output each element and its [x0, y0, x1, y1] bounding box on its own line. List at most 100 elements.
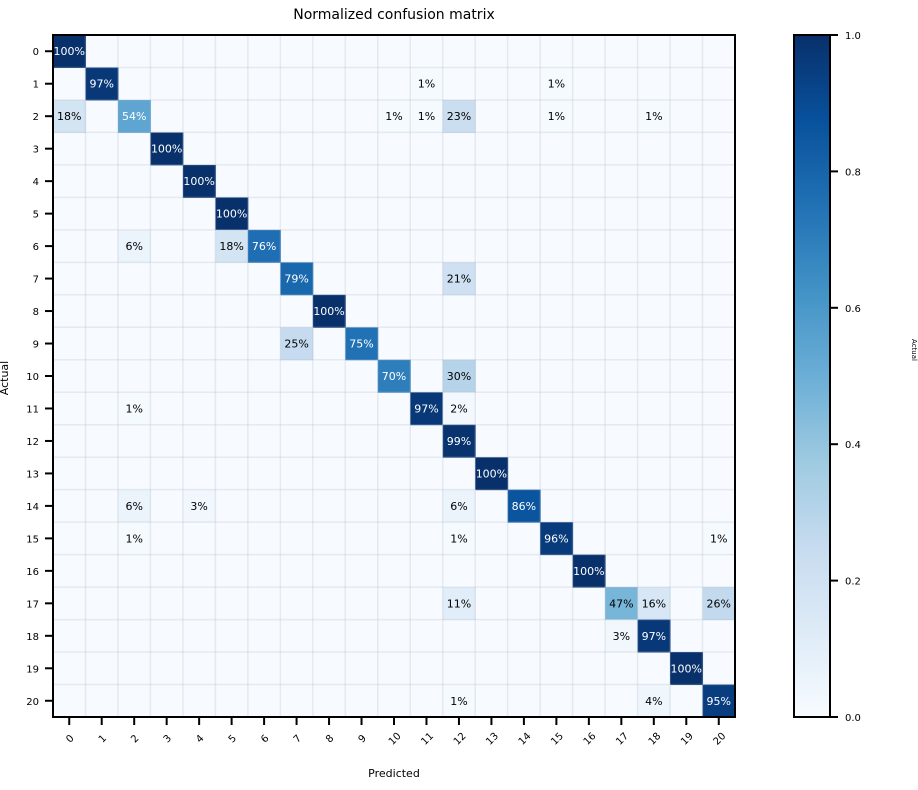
heatmap-cell	[182, 164, 216, 198]
heatmap-cell	[507, 489, 541, 523]
heatmap-cell	[215, 229, 249, 263]
heatmap-cell	[410, 392, 444, 426]
heatmap-cell	[605, 587, 639, 621]
grid-lines	[53, 35, 735, 717]
cell-label: 1%	[418, 110, 435, 123]
heatmap-cell	[345, 327, 379, 361]
x-tick-label: 5	[227, 733, 239, 745]
heatmap-cell	[442, 522, 476, 556]
heatmap-cell	[182, 489, 216, 523]
cell-label: 6%	[125, 240, 142, 253]
cell-label: 100%	[476, 467, 507, 480]
cell-label: 1%	[548, 78, 565, 91]
x-tick-label: 8	[324, 733, 336, 745]
heatmap-cell	[53, 35, 86, 68]
cell-label: 70%	[382, 370, 406, 383]
y-tick-label: 7	[33, 275, 39, 286]
cell-label: 100%	[151, 143, 182, 156]
y-tick-label: 14	[26, 502, 39, 513]
heatmap-cell	[442, 587, 476, 621]
cell-label: 100%	[573, 565, 604, 578]
chart-title: Normalized confusion matrix	[293, 7, 495, 23]
y-tick-label: 15	[26, 534, 39, 545]
x-tick-label: 18	[647, 731, 664, 748]
heatmap-cell	[442, 489, 476, 523]
heatmap-cell	[442, 392, 476, 426]
heatmap-cell	[150, 132, 184, 166]
heatmap-cell	[215, 197, 249, 231]
heatmap-cell	[377, 359, 411, 393]
y-tick-label: 10	[26, 372, 39, 383]
cell-label: 1%	[450, 532, 467, 545]
y-tick-label: 18	[26, 632, 39, 643]
cell-label: 97%	[642, 630, 666, 643]
cell-label: 79%	[284, 273, 308, 286]
colorbar-tick-label: 0.8	[845, 167, 861, 178]
cell-label: 18%	[57, 110, 81, 123]
colorbar-tick-label: 1.0	[845, 31, 861, 42]
heatmap-cell	[280, 262, 314, 296]
y-tick-label: 20	[26, 697, 39, 708]
cell-label: 96%	[544, 532, 568, 545]
heatmap-cell	[442, 262, 476, 296]
cell-label: 25%	[284, 338, 308, 351]
cell-label: 54%	[122, 110, 146, 123]
cell-label: 97%	[414, 402, 438, 415]
cell-label: 1%	[385, 110, 402, 123]
x-tick-label: 16	[582, 731, 599, 748]
colorbar-tick-label: 0.6	[845, 304, 861, 315]
cell-label: 1%	[548, 110, 565, 123]
heatmap-cell	[637, 587, 671, 621]
x-tick-label: 1	[97, 733, 109, 745]
cell-label: 100%	[671, 662, 702, 675]
x-tick-label: 12	[452, 731, 469, 748]
cell-label: 30%	[447, 370, 471, 383]
cell-label: 21%	[447, 273, 471, 286]
y-tick-label: 13	[26, 469, 39, 480]
heatmap-cell	[410, 99, 444, 133]
x-tick-label: 7	[292, 733, 304, 745]
cell-label: 1%	[125, 402, 142, 415]
cell-label: 95%	[707, 695, 731, 708]
y-tick-label: 8	[33, 307, 39, 318]
heatmap-cell	[670, 652, 704, 686]
y-tick-label: 3	[33, 145, 39, 156]
heatmap-cell	[117, 229, 151, 263]
cell-label: 47%	[609, 597, 633, 610]
heatmap-cell	[702, 522, 736, 556]
heatmap-cell	[605, 619, 639, 653]
heatmap-cell	[442, 684, 476, 718]
cell-label: 23%	[447, 110, 471, 123]
x-tick-label: 19	[679, 731, 696, 748]
heatmap-cell	[247, 229, 281, 263]
heatmap-cell	[702, 684, 736, 718]
x-tick-label: 13	[484, 731, 501, 748]
heatmap-cells	[53, 35, 736, 718]
x-tick-label: 3	[162, 733, 174, 745]
heatmap-cell	[85, 67, 119, 101]
y-tick-label: 1	[33, 80, 39, 91]
heatmap-cell	[475, 457, 509, 491]
colorbar-tick-label: 0.0	[845, 713, 861, 724]
x-tick-label: 14	[517, 731, 534, 748]
x-axis-label: Predicted	[368, 767, 420, 780]
heatmap-cell	[442, 424, 476, 458]
cell-label: 1%	[418, 78, 435, 91]
heatmap-cell	[117, 392, 151, 426]
cell-label: 2%	[450, 402, 467, 415]
cell-label: 86%	[512, 500, 536, 513]
cell-label: 3%	[613, 630, 630, 643]
cell-label: 16%	[642, 597, 666, 610]
cell-label: 1%	[645, 110, 662, 123]
cell-label: 100%	[54, 45, 85, 58]
colorbar-ticks: 0.0 0.2 0.4 0.6 0.8 1.0	[830, 31, 861, 724]
y-tick-label: 19	[26, 664, 39, 675]
cell-label: 4%	[645, 695, 662, 708]
x-axis-ticks: 0 1 2 3 4 5 6 7 8 9 10 11 12 13 14 15 16 17 18 19 20	[64, 717, 728, 748]
x-tick-label: 4	[194, 733, 206, 745]
heatmap-cell	[637, 99, 671, 133]
cell-label: 100%	[183, 175, 214, 188]
cell-label: 1%	[125, 532, 142, 545]
x-tick-label: 17	[614, 731, 631, 748]
